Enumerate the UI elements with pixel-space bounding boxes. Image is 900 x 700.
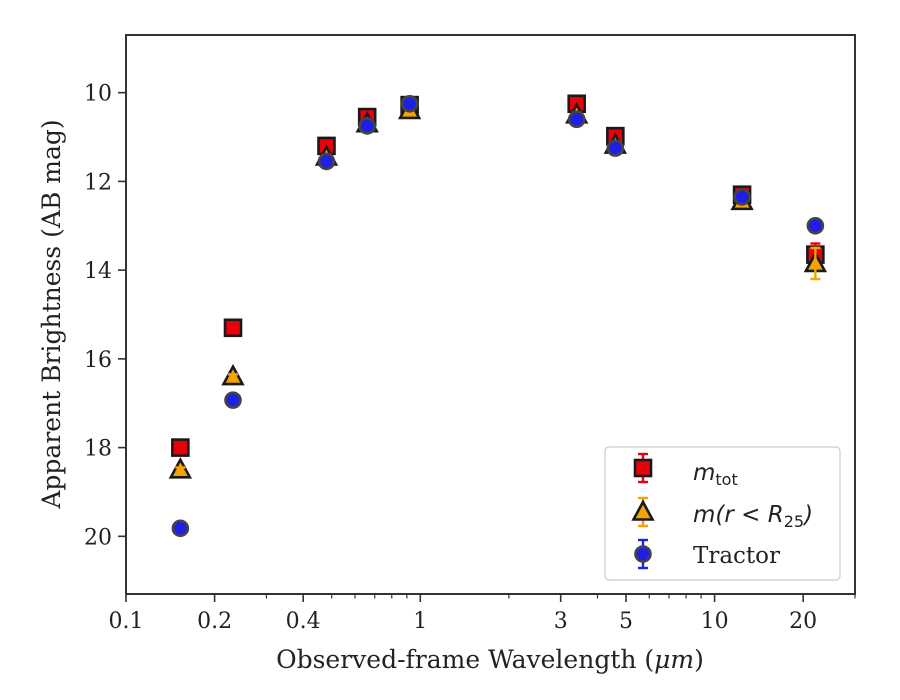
legend: mtot m(r < R25) Tractor [604,446,841,581]
errorbar-tractor-4 [404,100,415,108]
errorbar-mr25-1 [228,373,239,381]
x-axis-label: Observed-frame Wavelength (μm) [276,645,704,674]
x-tick-label-3: 1 [413,609,427,634]
x-tick-label-5: 5 [619,609,633,634]
y-tick-label-4: 18 [84,437,112,462]
y-tick-label-5: 20 [84,525,112,550]
x-tick-label-4: 3 [554,609,568,634]
x-axis: 0.1 0.2 0.4 1 3 5 10 20 [109,594,856,634]
y-axis-label: Apparent Brightness (AB mag) [37,119,66,509]
y-tick-label-2: 14 [84,259,112,284]
legend-label-tractor: Tractor [693,543,780,569]
errorbar-mr25-0 [175,466,186,474]
errorbar-tractor-1 [228,396,239,404]
series-mtot [171,94,825,457]
series-tractor [171,94,825,538]
data-series [168,94,828,538]
errorbar-tractor-0 [175,524,186,532]
errorbar-mtot-1 [228,324,239,332]
legend-marker-mtot [633,458,653,478]
legend-marker-mr25 [631,499,655,521]
plot-area [125,34,856,595]
errorbar-tractor-3 [362,122,373,130]
x-tick-label-7: 20 [789,609,817,634]
y-tick-label-1: 12 [84,170,112,195]
errorbar-tractor-2 [321,158,332,165]
y-tick-label-0: 10 [84,82,112,107]
series-mr25 [168,97,828,479]
errorbar-mtot-0 [175,444,186,452]
legend-frame [604,446,841,581]
y-axis: 10 12 14 16 18 20 [84,82,126,550]
errorbar-tractor-6 [610,144,621,152]
errorbar-tractor-7 [737,193,748,201]
x-tick-label-0: 0.1 [109,609,144,634]
x-tick-label-6: 10 [701,609,729,634]
errorbar-mr25-8 [810,246,821,281]
legend-label-mr25: m(r < R25) [693,502,813,531]
errorbar-tractor-5 [571,115,582,123]
x-tick-label-2: 0.4 [286,609,321,634]
errorbar-tractor-8 [810,222,821,230]
x-tick-label-1: 0.2 [197,609,232,634]
legend-marker-tractor [634,545,652,563]
y-tick-label-3: 16 [84,348,112,373]
legend-label-mtot: mtot [693,460,738,489]
